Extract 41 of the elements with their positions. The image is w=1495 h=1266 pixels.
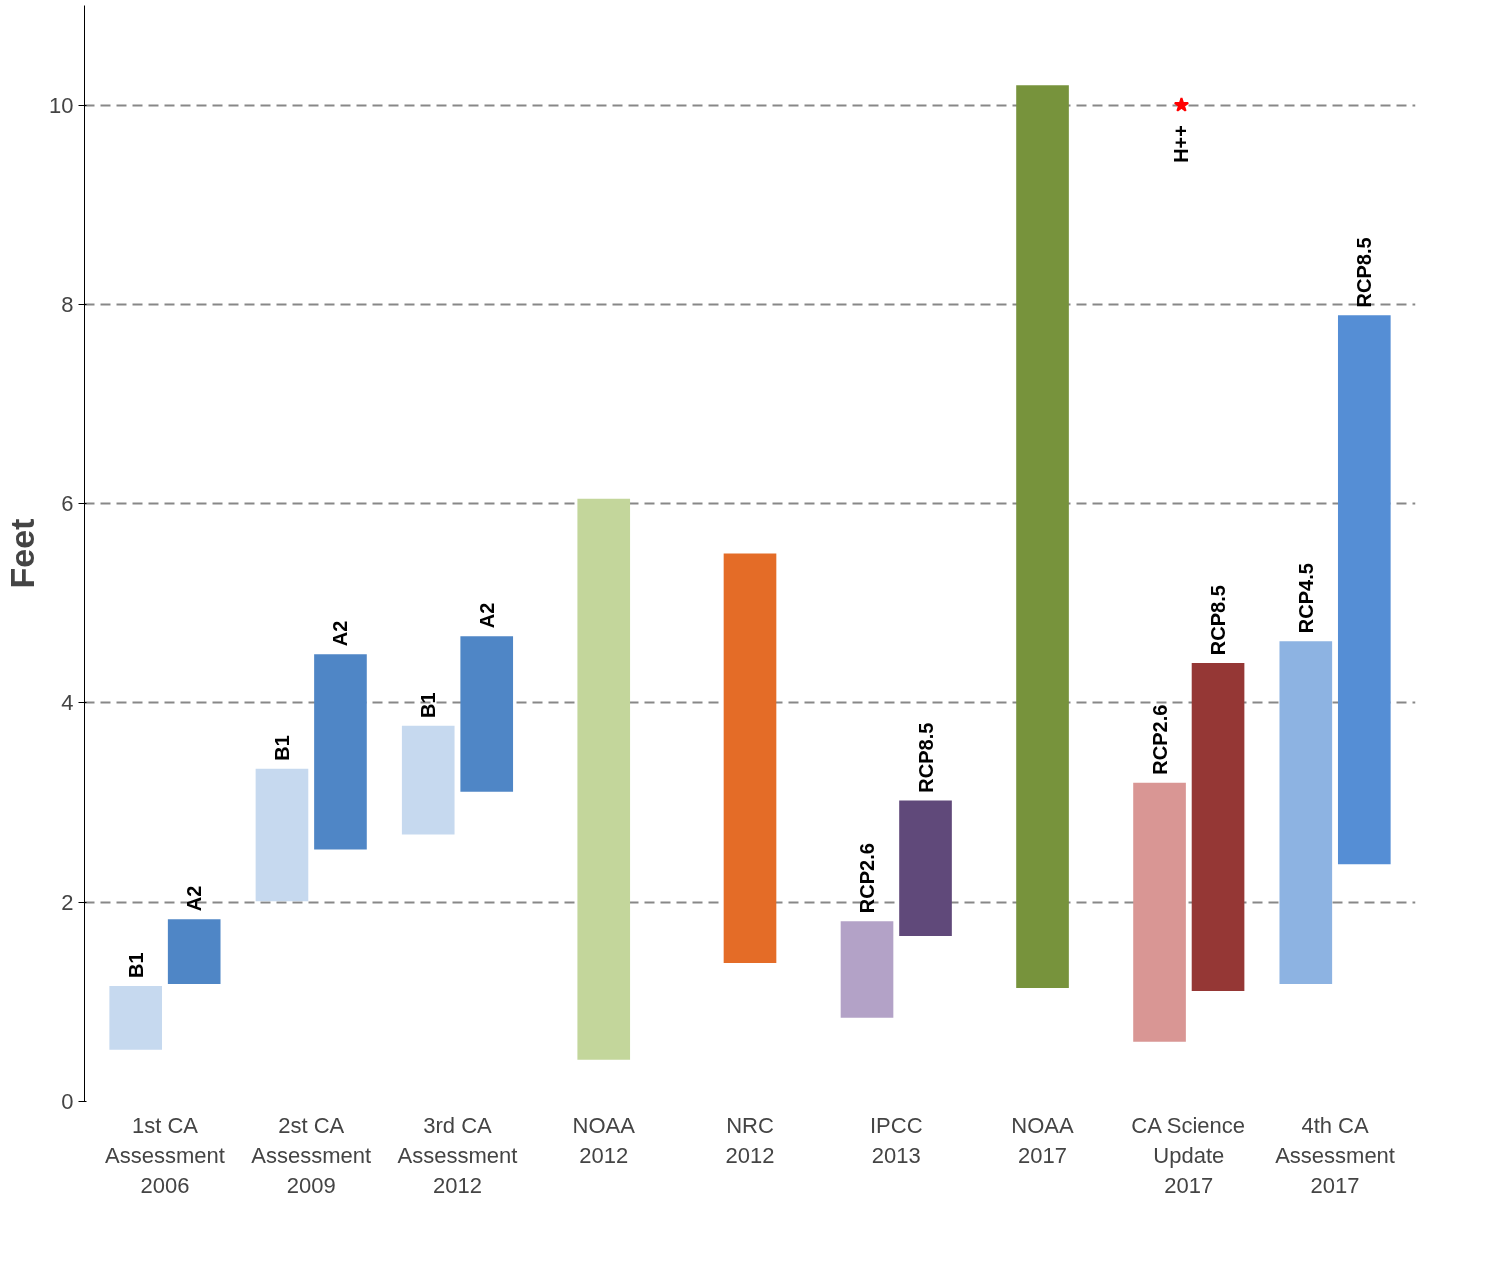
y-tick-label: 4 <box>61 690 74 716</box>
annotation: RCP2.6 <box>1148 704 1171 775</box>
annotation: RCP2.6 <box>856 843 879 914</box>
y-tick-label: 2 <box>61 889 74 915</box>
annotation: B1 <box>124 952 147 978</box>
text: H++ <box>1170 125 1193 163</box>
x-tick-label: IPCC 2013 <box>869 1112 923 1168</box>
x-tick-label: NRC 2012 <box>725 1112 775 1168</box>
y-tick-label: 6 <box>61 491 74 517</box>
annotation: B1 <box>270 735 293 761</box>
x-tick-label: 3rd CA Assessment 2012 <box>397 1112 518 1198</box>
x-tick-label: NOAA 2017 <box>1011 1112 1075 1168</box>
annotation: A2 <box>329 620 352 647</box>
bar <box>314 654 367 850</box>
y-axis-title: Feet <box>3 518 42 589</box>
bar <box>401 725 455 835</box>
bar <box>460 636 514 792</box>
annotation: A2 <box>475 602 498 629</box>
annotation: B1 <box>417 692 440 718</box>
bar <box>1191 663 1245 991</box>
x-tick-label: 1st CA Assessment 2006 <box>105 1112 225 1198</box>
bar <box>840 921 894 1018</box>
bar <box>255 768 309 902</box>
bar <box>167 919 221 984</box>
y-tick-label: 8 <box>61 291 74 317</box>
annotation: RCP8.5 <box>1353 237 1376 308</box>
bar <box>109 985 163 1050</box>
bar <box>1279 641 1333 984</box>
annotation: RCP8.5 <box>914 722 937 793</box>
y-tick-label: 10 <box>49 92 74 118</box>
x-tick-label: 4th CA Assessment 2017 <box>1275 1112 1395 1198</box>
annotation: RCP8.5 <box>1207 585 1230 656</box>
annotation: A2 <box>183 885 206 912</box>
x-tick-label: 2st CA Assessment 2009 <box>251 1112 372 1198</box>
bar <box>899 800 952 937</box>
x-tick-label: CA Science Update 2017 <box>1131 1112 1246 1198</box>
annotation: RCP4.5 <box>1294 563 1317 634</box>
x-tick-label: NOAA 2012 <box>572 1112 636 1168</box>
bar <box>1133 782 1186 1042</box>
bar <box>1337 315 1391 865</box>
y-tick-label: 0 <box>61 1089 74 1114</box>
